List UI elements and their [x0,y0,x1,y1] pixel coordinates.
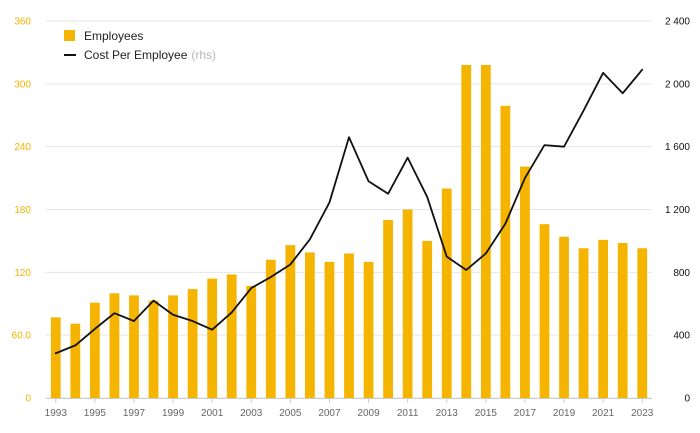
bar [285,245,296,398]
x-tick-label: 2017 [514,408,537,419]
bar [402,209,413,398]
x-tick-label: 1993 [45,408,68,419]
bar [344,253,354,398]
legend-cost-label: Cost Per Employee [84,48,188,62]
bar [441,188,452,398]
bar [617,243,628,398]
bar [559,236,569,398]
bar [129,295,139,398]
x-tick-label: 2009 [357,408,380,419]
bar [324,261,335,398]
y-right-tick-label: 2 000 [665,79,690,90]
y-right-tick-label: 2 400 [665,17,690,28]
y-right-tick-label: 800 [673,268,690,279]
bar [598,239,609,398]
x-tick-label: 1997 [123,408,146,419]
bar [637,248,648,398]
y-right-tick-label: 1 200 [665,205,690,216]
bar [265,259,276,398]
bar [246,285,257,398]
x-tick-label: 2011 [397,408,419,419]
y-left-tick-label: 0 [25,394,31,405]
y-left-tick-label: 240 [14,142,31,153]
y-left-tick-label: 120 [14,268,31,279]
bar [578,248,589,398]
bar [520,166,530,398]
y-left-tick-label: 180 [14,205,31,216]
bar [207,278,218,398]
bar [148,300,159,398]
bar [187,289,198,398]
x-tick-label: 2001 [201,408,224,419]
line-layer [54,68,644,355]
y-left-tick-label: 300 [14,79,31,90]
bar [363,261,374,398]
bar [461,64,472,398]
bar [89,302,100,398]
y-right-tick-label: 0 [684,394,690,405]
x-tick-label: 2015 [475,408,498,419]
legend-cost-note: (rhs) [191,48,216,62]
bar [109,293,120,398]
y-left-tick-label: 360 [14,17,31,28]
bar [539,224,550,398]
x-tick-label: 2021 [592,408,615,419]
bar [500,105,511,398]
bar [50,317,61,398]
bar [480,64,491,398]
x-tick-label: 1995 [84,408,107,419]
x-tick-label: 2007 [318,408,341,419]
bar [70,323,81,398]
bar [226,274,237,398]
y-right-tick-label: 1 600 [665,142,690,153]
legend-employees-label: Employees [84,29,143,43]
cost-per-employee-line [54,68,644,355]
bar [383,219,393,398]
x-tick-label: 1999 [162,408,185,419]
legend-employees-swatch [64,30,75,41]
x-tick-label: 2023 [631,408,654,419]
x-tick-label: 2013 [436,408,459,419]
x-tick-label: 2003 [240,408,263,419]
x-tick-label: 2005 [279,408,302,419]
bar [422,240,433,398]
bar [168,295,178,398]
bar [305,252,315,398]
bars-layer [50,64,648,398]
y-left-tick-label: 60.0 [12,331,32,342]
legend: Employees Cost Per Employee (rhs) [64,29,216,62]
x-tick-label: 2019 [553,408,576,419]
axis-layer: 0 0 60.0 400 120 800 180 1 200 240 1 600 300 2 000 3… [12,17,691,420]
y-right-tick-label: 400 [673,331,690,342]
